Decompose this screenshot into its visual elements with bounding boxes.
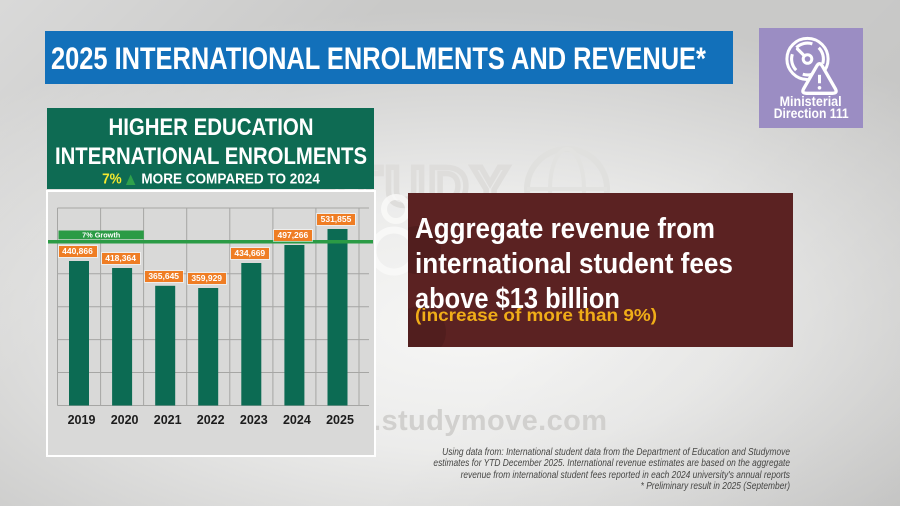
svg-text:.studymove.com: .studymove.com xyxy=(373,405,607,437)
svg-text:7% Growth: 7% Growth xyxy=(82,230,120,239)
